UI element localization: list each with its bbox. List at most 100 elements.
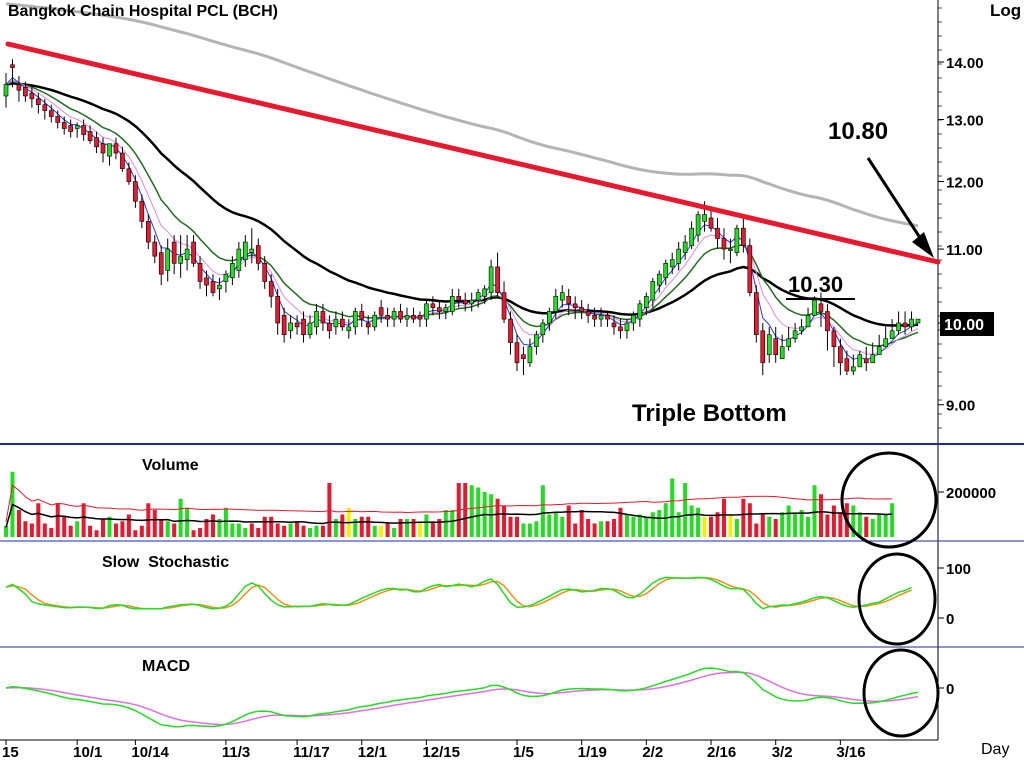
candle-body — [275, 296, 280, 324]
x-tick-label: 11/17 — [293, 744, 330, 761]
volume-bar — [424, 514, 429, 537]
candle-body — [113, 143, 119, 154]
stochastic-k-line — [5, 576, 912, 610]
candle-body — [314, 311, 319, 328]
candle-body — [889, 330, 895, 339]
chart-title: Bangkok Chain Hospital PCL (BCH) — [8, 3, 278, 20]
pattern-annotation: Triple Bottom — [632, 400, 787, 427]
volume-bar — [521, 523, 526, 537]
volume-bar — [553, 512, 558, 537]
candle-body — [55, 116, 61, 123]
volume-bar — [256, 528, 261, 537]
candle-body — [217, 284, 222, 290]
candle-body — [527, 346, 533, 364]
volume-bar — [592, 523, 597, 537]
x-tick-label: 1/19 — [578, 744, 607, 761]
x-axis-labels: 15 10/1 10/14 11/3 11/17 12/1 12/15 1/5 1/19 2/2 2… — [2, 740, 866, 761]
candle-body — [255, 245, 261, 264]
candle-body — [352, 311, 358, 328]
candle-body — [301, 318, 306, 336]
volume-bar — [586, 519, 591, 537]
macd-panel-label: MACD — [142, 658, 190, 675]
candle-body — [883, 338, 888, 347]
x-tick-label: 11/3 — [222, 744, 250, 761]
volume-bar — [670, 478, 675, 537]
candle-body — [572, 303, 578, 308]
volume-bar — [793, 512, 798, 537]
candle-body — [42, 104, 48, 111]
candle-body — [359, 311, 365, 320]
volume-bar — [275, 523, 280, 537]
candle-body — [585, 311, 591, 316]
volume-bar — [333, 519, 338, 537]
volume-bar — [683, 483, 688, 537]
candle-body — [346, 326, 352, 332]
candle-body — [534, 334, 539, 347]
candle-body — [171, 241, 177, 264]
candle-body — [404, 314, 410, 320]
price-tick-label: 12.00 — [946, 175, 984, 192]
candle-body — [592, 314, 597, 320]
volume-bar — [353, 519, 358, 537]
candle-body — [689, 227, 694, 246]
candle-body — [682, 241, 688, 253]
volume-bar — [754, 523, 759, 537]
candle-body — [831, 330, 837, 347]
candle-body — [307, 322, 313, 336]
volume-bar — [773, 519, 778, 537]
candle-body — [805, 314, 811, 328]
volume-bar — [29, 523, 34, 537]
volume-bar — [327, 483, 332, 537]
volume-bar — [676, 512, 681, 537]
volume-avg-red-line — [5, 484, 893, 522]
volume-tick-label: 200000 — [946, 485, 996, 502]
candle-body — [753, 292, 759, 336]
candle-body — [747, 245, 753, 293]
candle-body — [462, 299, 468, 305]
candle-body — [650, 281, 656, 301]
annotation-arrow — [866, 157, 930, 251]
volume-bar — [417, 521, 422, 537]
candle-body — [81, 125, 86, 135]
volume-bar — [165, 521, 170, 537]
volume-bar — [637, 514, 642, 537]
macd-highlight-circle — [862, 648, 940, 738]
candle-body — [197, 263, 203, 282]
volume-bar — [94, 530, 99, 537]
volume-bar — [566, 505, 571, 537]
volume-bar — [650, 512, 655, 537]
moving-averages — [5, 2, 919, 361]
annotation-arrow-head — [912, 232, 934, 258]
candle-body — [23, 87, 28, 97]
candle-body — [870, 354, 876, 364]
volume-bar — [262, 516, 267, 537]
price-tick-label: 13.00 — [946, 112, 984, 129]
volume-bar — [379, 525, 384, 537]
volume-bar — [68, 525, 73, 537]
x-tick-label: 3/2 — [772, 744, 793, 761]
candle-body — [94, 137, 99, 148]
x-tick-label: 12/1 — [358, 744, 387, 761]
candle-body — [320, 311, 326, 324]
candle-body — [566, 296, 572, 305]
volume-bar — [780, 512, 785, 537]
candle-body — [152, 241, 158, 257]
candle-body — [514, 342, 520, 364]
volume-bar — [23, 521, 28, 537]
macd-signal-line — [5, 671, 919, 726]
volume-bar — [760, 514, 765, 537]
volume-highlight-circle — [840, 451, 938, 549]
candle-body — [61, 122, 67, 129]
volume-bar — [715, 512, 720, 537]
candle-body — [844, 358, 850, 372]
macd-tick-label: 0 — [946, 681, 954, 698]
volume-bar — [243, 528, 248, 537]
volume-bar — [398, 519, 403, 537]
candle-body — [74, 125, 80, 129]
candle-body — [178, 255, 183, 264]
candle-body — [126, 168, 132, 182]
candle-body — [579, 307, 584, 312]
volume-bar — [81, 503, 86, 537]
volume-bar — [133, 530, 138, 537]
candle-body — [637, 303, 643, 320]
